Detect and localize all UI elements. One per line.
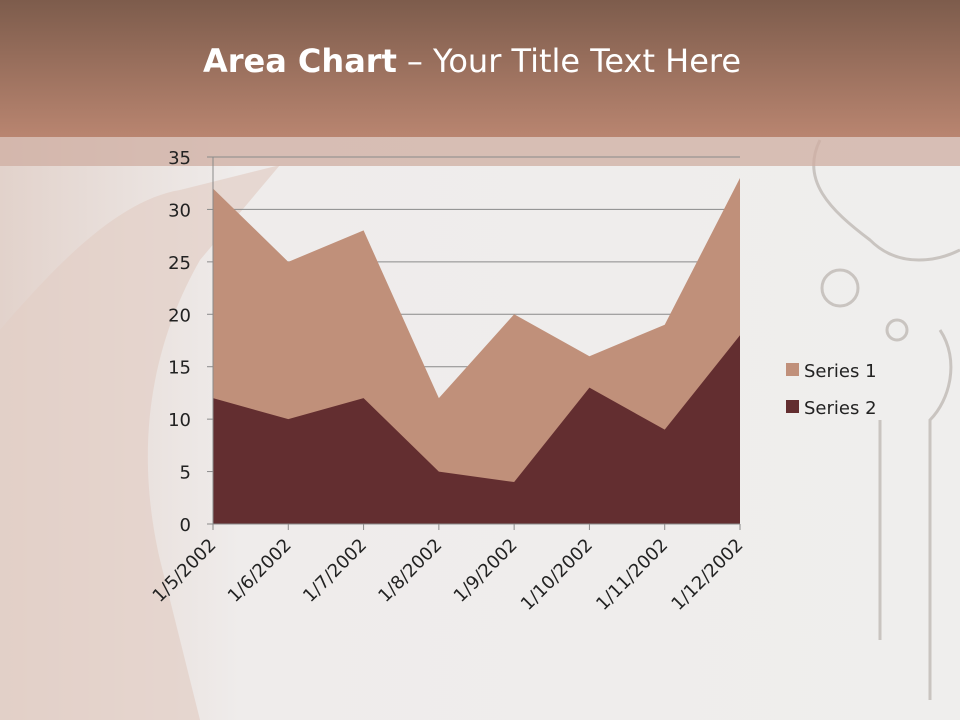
y-tick-label: 20 xyxy=(168,305,191,326)
hand-sketch xyxy=(0,165,280,720)
y-tick-label: 30 xyxy=(168,200,191,221)
legend-label: Series 2 xyxy=(804,398,877,419)
slide-title: Area Chart – Your Title Text Here xyxy=(203,42,741,80)
y-tick-label: 0 xyxy=(180,515,191,536)
header-band xyxy=(0,0,960,137)
title-rest: – Your Title Text Here xyxy=(407,42,741,80)
legend-label: Series 1 xyxy=(804,361,877,382)
y-tick-label: 15 xyxy=(168,358,191,379)
header-strip xyxy=(0,137,960,166)
legend-swatch xyxy=(786,400,799,413)
y-tick-label: 10 xyxy=(168,410,191,431)
background-sketch xyxy=(812,139,960,700)
y-tick-label: 35 xyxy=(168,148,191,169)
y-tick-label: 25 xyxy=(168,253,191,274)
legend-swatch xyxy=(786,363,799,376)
title-bold: Area Chart xyxy=(203,42,397,80)
y-tick-label: 5 xyxy=(180,463,191,484)
area xyxy=(213,335,740,524)
